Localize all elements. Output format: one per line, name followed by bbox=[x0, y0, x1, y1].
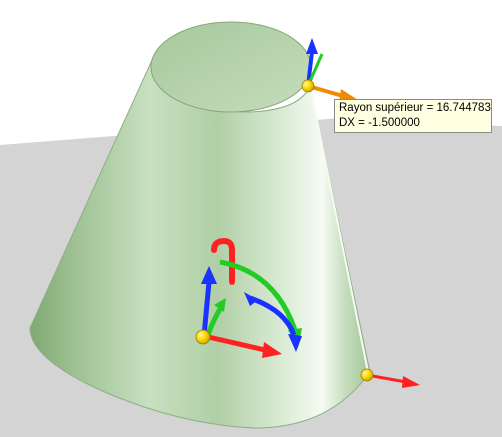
tooltip-top-radius: Rayon supérieur = 16.744783 bbox=[339, 102, 491, 114]
parameter-tooltip: Rayon supérieur = 16.744783 DX = -1.5000… bbox=[334, 99, 492, 133]
rotate-red-handle[interactable] bbox=[211, 237, 235, 285]
bottom-radius-handle[interactable] bbox=[360, 368, 420, 388]
rotation-triad[interactable] bbox=[195, 237, 302, 358]
translate-x-arrow[interactable] bbox=[203, 333, 266, 353]
cone-side[interactable] bbox=[29, 56, 371, 429]
origin-handle[interactable] bbox=[195, 329, 211, 345]
cone-selected-edge bbox=[309, 85, 369, 373]
cone-top-face[interactable] bbox=[150, 21, 312, 113]
top-radius-handle[interactable] bbox=[301, 38, 358, 102]
cone-solid[interactable] bbox=[29, 21, 371, 429]
tooltip-dx: DX = -1.500000 bbox=[339, 117, 420, 129]
rotate-green-handle[interactable] bbox=[219, 259, 298, 331]
translate-y-arrow[interactable] bbox=[201, 281, 212, 337]
